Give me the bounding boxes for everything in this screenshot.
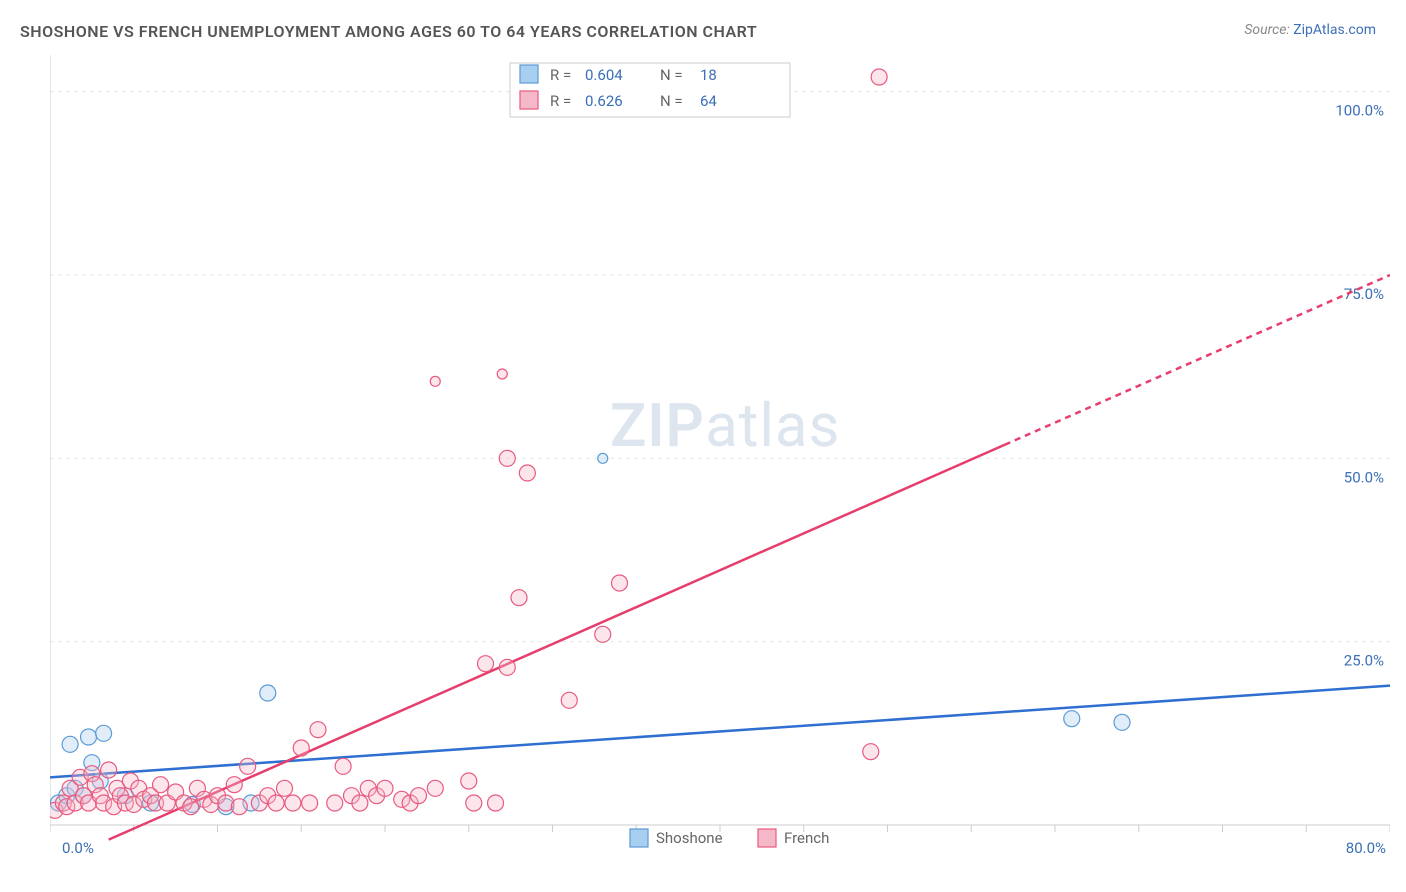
legend-label: Shoshone <box>656 829 723 847</box>
stats-r-label: R = <box>550 92 571 110</box>
data-point <box>335 758 351 774</box>
stats-r-value: 0.626 <box>585 92 623 110</box>
data-point <box>302 795 318 811</box>
data-point <box>1114 714 1130 730</box>
legend-swatch <box>630 829 648 847</box>
y-tick-label: 50.0% <box>1344 468 1384 486</box>
data-point <box>612 575 628 591</box>
stats-r-value: 0.604 <box>585 66 623 84</box>
data-point <box>863 744 879 760</box>
data-point <box>101 762 117 778</box>
source-link[interactable]: ZipAtlas.com <box>1293 22 1376 38</box>
data-point <box>260 685 276 701</box>
data-point <box>499 659 515 675</box>
data-point <box>293 740 309 756</box>
stats-n-value: 18 <box>700 66 717 84</box>
scatter-chart: 25.0%50.0%75.0%100.0%0.0%80.0%R =0.604N … <box>50 55 1390 855</box>
data-point <box>461 773 477 789</box>
data-point <box>595 626 611 642</box>
data-point <box>488 795 504 811</box>
data-point <box>81 729 97 745</box>
data-point <box>598 453 608 463</box>
data-point <box>231 799 247 815</box>
data-point <box>478 656 494 672</box>
data-point <box>499 450 515 466</box>
data-point <box>153 777 169 793</box>
data-point <box>519 465 535 481</box>
source-label: Source: <box>1244 22 1293 38</box>
x-tick-label: 0.0% <box>62 839 94 855</box>
data-point <box>268 795 284 811</box>
data-point <box>352 795 368 811</box>
data-point <box>511 590 527 606</box>
data-point <box>240 758 256 774</box>
x-tick-label: 80.0% <box>1346 839 1386 855</box>
data-point <box>561 692 577 708</box>
chart-title: SHOSHONE VS FRENCH UNEMPLOYMENT AMONG AG… <box>20 22 757 41</box>
legend-swatch <box>520 91 538 109</box>
data-point <box>285 795 301 811</box>
stats-n-value: 64 <box>700 92 717 110</box>
stats-n-label: N = <box>660 66 683 84</box>
data-point <box>327 795 343 811</box>
stats-n-label: N = <box>660 92 683 110</box>
data-point <box>427 780 443 796</box>
source-attribution: Source: ZipAtlas.com <box>1244 22 1376 38</box>
data-point <box>871 69 887 85</box>
data-point <box>96 725 112 741</box>
legend-swatch <box>758 829 776 847</box>
data-point <box>226 777 242 793</box>
data-point <box>62 736 78 752</box>
data-point <box>430 376 440 386</box>
data-point <box>411 788 427 804</box>
data-point <box>277 780 293 796</box>
y-tick-label: 100.0% <box>1335 102 1384 120</box>
data-point <box>377 780 393 796</box>
data-point <box>466 795 482 811</box>
data-point <box>310 722 326 738</box>
y-tick-label: 25.0% <box>1344 652 1384 670</box>
legend-swatch <box>520 65 538 83</box>
stats-r-label: R = <box>550 66 571 84</box>
data-point <box>497 369 507 379</box>
data-point <box>1064 711 1080 727</box>
legend-label: French <box>784 829 829 847</box>
